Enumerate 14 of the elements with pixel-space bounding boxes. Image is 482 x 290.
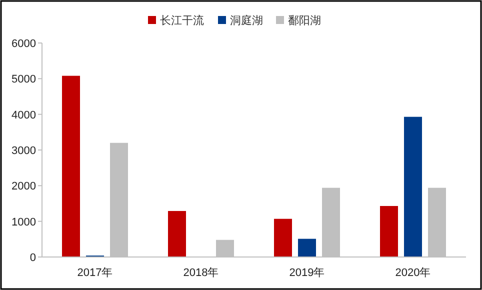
y-tick-label: 4000 xyxy=(12,109,36,122)
y-tick-label: 0 xyxy=(30,252,36,264)
x-tick-label: 2018年 xyxy=(183,267,219,279)
y-tick-label: 1000 xyxy=(12,216,36,228)
x-tick-label: 2017年 xyxy=(77,267,113,279)
legend-label: 鄱阳湖 xyxy=(288,14,321,27)
y-tick-label: 3000 xyxy=(12,145,36,157)
legend-label: 洞庭湖 xyxy=(230,14,263,27)
legend-label: 长江干流 xyxy=(160,14,204,27)
x-tick-label: 2019年 xyxy=(289,267,325,279)
y-tick-label: 6000 xyxy=(12,38,36,50)
x-tick-label: 2020年 xyxy=(395,267,431,279)
y-tick-label: 5000 xyxy=(12,74,36,86)
y-tick-label: 2000 xyxy=(12,180,36,193)
